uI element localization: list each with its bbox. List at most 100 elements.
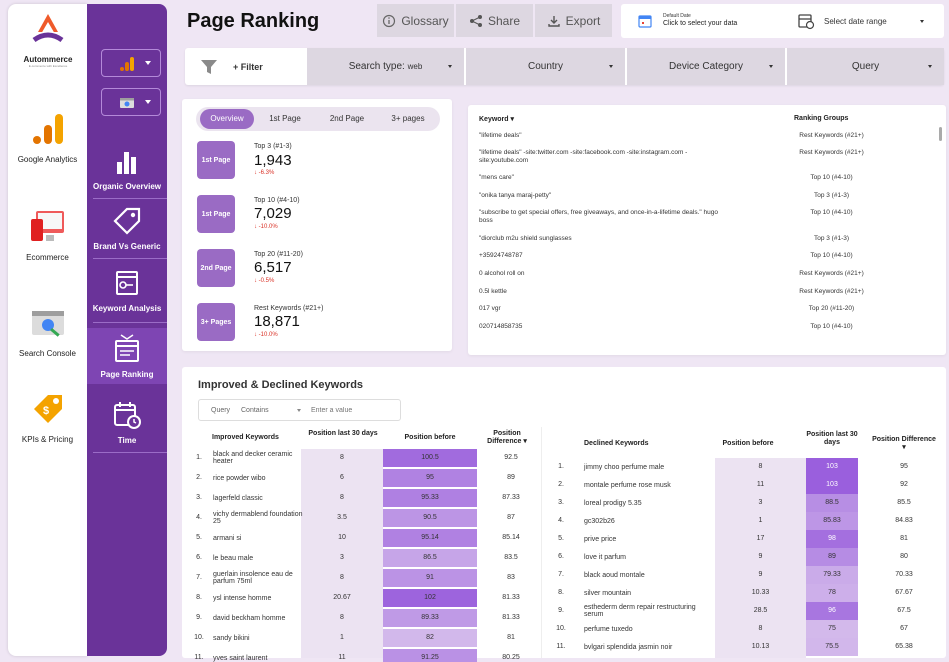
query-value-input[interactable] [311, 403, 397, 418]
before-cell: 100.5 [383, 449, 477, 467]
improved-last30-header[interactable]: Position last 30 days [308, 430, 378, 437]
device-category-filter[interactable]: Device Category [627, 48, 785, 85]
declined-before-header[interactable]: Position before [722, 440, 774, 447]
keyword-cell: sandy bikini [213, 634, 250, 642]
before-cell: 95.33 [383, 489, 477, 507]
brand-logo[interactable]: Autommerce E-commerce with Excellence [16, 12, 80, 68]
table-row[interactable]: 6. le beau male 3 86.5 83.5 [190, 549, 540, 567]
last30-cell: 1 [340, 634, 344, 641]
scrollbar-thumb[interactable] [939, 127, 942, 141]
tables-divider [541, 427, 542, 658]
google-analytics-icon [120, 57, 134, 71]
nav-item-organic-overview[interactable]: Organic Overview [87, 144, 167, 196]
table-row[interactable]: 5. armani si 10 95.14 85.14 [190, 529, 540, 547]
search-type-filter[interactable]: Search type: web [307, 48, 464, 85]
before-cell: 82 [383, 629, 477, 647]
left-rail: Autommerce E-commerce with Excellence Go… [8, 4, 87, 656]
keyword-column-header[interactable]: Keyword ▾ [479, 115, 514, 123]
declined-diff-header[interactable]: Position Difference ▾ [862, 436, 946, 452]
tab-overview[interactable]: Overview [200, 109, 254, 129]
keyword-cell: "mens care" [479, 174, 514, 181]
table-row[interactable]: 7. black aoud montale 9 79.33 70.33 [552, 566, 946, 584]
table-row[interactable]: 2. rice powder wibo 6 95 89 [190, 469, 540, 487]
rail-item-kpis-pricing[interactable]: $ KPIs & Pricing [8, 389, 87, 444]
date-range-select[interactable]: Select date range [793, 10, 938, 32]
table-row[interactable]: 9. david beckham homme 8 89.33 81.33 [190, 609, 540, 627]
improved-declined-panel: Improved & Declined Keywords Query Conta… [182, 367, 946, 662]
rail-item-label: Ecommerce [26, 253, 69, 262]
improved-diff-header[interactable]: Position Difference ▾ [478, 430, 536, 446]
nav-item-keyword-analysis[interactable]: Keyword Analysis [87, 266, 167, 318]
tab-2nd-page[interactable]: 2nd Page [329, 114, 365, 123]
table-row[interactable]: 8. ysl intense homme 20.67 102 81.33 [190, 589, 540, 607]
improved-keyword-header[interactable]: Improved Keywords [212, 434, 279, 441]
share-button[interactable]: Share [456, 4, 533, 37]
add-filter-label: + Filter [233, 62, 263, 72]
row-number-cell: 2. [196, 474, 202, 481]
tab-3plus-pages[interactable]: 3+ pages [391, 114, 425, 123]
query-label: Query [851, 61, 880, 72]
table-row[interactable]: 1. jimmy choo perfume male 8 103 95 [552, 458, 946, 476]
nav-item-brand-vs-generic[interactable]: Brand Vs Generic [87, 204, 167, 256]
keyword-cell: 0 alcohol roll on [479, 270, 525, 277]
table-row[interactable]: 5. prive price 17 98 81 [552, 530, 946, 548]
ranking-groups-column-header[interactable]: Ranking Groups [794, 115, 849, 122]
calendar-clock-icon [114, 402, 141, 429]
nav-item-label: Brand Vs Generic [93, 242, 161, 251]
table-row[interactable]: 4. vichy dermablend foundation 25 3.5 90.5 8… [190, 509, 540, 527]
row-number-cell: 9. [196, 614, 202, 621]
table-row[interactable]: 10. perfume tuxedo 8 75 67 [552, 620, 946, 638]
keyword-cell: 0.5l kettle [479, 288, 507, 295]
diff-cell: 83 [507, 574, 515, 581]
keyword-cell: perfume tuxedo [584, 625, 633, 633]
last30-cell: 8 [340, 574, 344, 581]
table-row[interactable]: 10. sandy bikini 1 82 81 [190, 629, 540, 647]
nav-item-time[interactable]: Time [87, 398, 167, 450]
query-filter[interactable]: Query [787, 48, 944, 85]
table-row[interactable]: 3. lagerfeld classic 8 95.33 87.33 [190, 489, 540, 507]
table-row[interactable]: 6. love it parfum 9 89 80 [552, 548, 946, 566]
table-row[interactable]: 7. guerlain insolence eau de parfum 75ml 8… [190, 569, 540, 587]
tab-1st-page[interactable]: 1st Page [269, 114, 301, 123]
rail-item-ecommerce[interactable]: Ecommerce [8, 207, 87, 262]
table-row[interactable]: 3. loreal prodigy 5.35 3 88.5 85.5 [552, 494, 946, 512]
property-select[interactable] [101, 88, 161, 116]
country-filter[interactable]: Country [466, 48, 625, 85]
nav-divider [93, 198, 167, 199]
before-cell: 95.14 [383, 529, 477, 547]
data-source-select[interactable] [101, 49, 161, 77]
table-row[interactable]: 9. esthederm derm repair restructuring se… [552, 602, 946, 620]
search-console-icon [120, 98, 134, 108]
table-row[interactable]: 11. yves saint laurent 11 91.25 80.25 [190, 649, 540, 662]
glossary-label: Glossary [401, 13, 449, 28]
keyword-cell: montale perfume rose musk [584, 481, 671, 489]
diff-cell: 65.38 [895, 643, 913, 650]
row-number-cell: 8. [558, 589, 564, 596]
add-filter-button[interactable]: + Filter [195, 56, 305, 78]
table-row[interactable]: 1. black and decker ceramic heater 8 100.5 9… [190, 449, 540, 467]
row-number-cell: 8. [196, 594, 202, 601]
nav-item-page-ranking[interactable]: Page Ranking [87, 328, 167, 384]
table-row[interactable]: 2. montale perfume rose musk 11 103 92 [552, 476, 946, 494]
table-row[interactable]: 4. gc302b26 1 85.83 84.83 [552, 512, 946, 530]
default-date-title: Default Date [663, 13, 691, 19]
table-row[interactable]: 11. bvlgari splendida jasmin noir 10.13 75.… [552, 638, 946, 656]
rail-item-search-console[interactable]: Search Console [8, 303, 87, 358]
row-number-cell: 7. [196, 574, 202, 581]
query-contains-filter[interactable]: Query Contains [198, 399, 401, 421]
last30-cell: 96 [806, 602, 858, 620]
diff-cell: 83.5 [504, 554, 518, 561]
group-cell: Top 10 (#4-10) [810, 174, 853, 181]
table-row[interactable]: 8. silver mountain 10.33 78 67.67 [552, 584, 946, 602]
filter-icon [201, 60, 217, 74]
before-cell: 89.33 [383, 609, 477, 627]
row-number-cell: 1. [558, 463, 564, 470]
declined-last30-header[interactable]: Position last 30 days [806, 431, 858, 446]
row-number-cell: 7. [558, 571, 564, 578]
glossary-button[interactable]: Glossary [377, 4, 454, 37]
declined-keyword-header[interactable]: Declined Keywords [584, 440, 649, 447]
improved-before-header[interactable]: Position before [404, 434, 456, 441]
export-button[interactable]: Export [535, 4, 612, 37]
rail-item-google-analytics[interactable]: Google Analytics [8, 109, 87, 164]
default-date-control[interactable]: Default Date Click to select your data [631, 10, 791, 32]
